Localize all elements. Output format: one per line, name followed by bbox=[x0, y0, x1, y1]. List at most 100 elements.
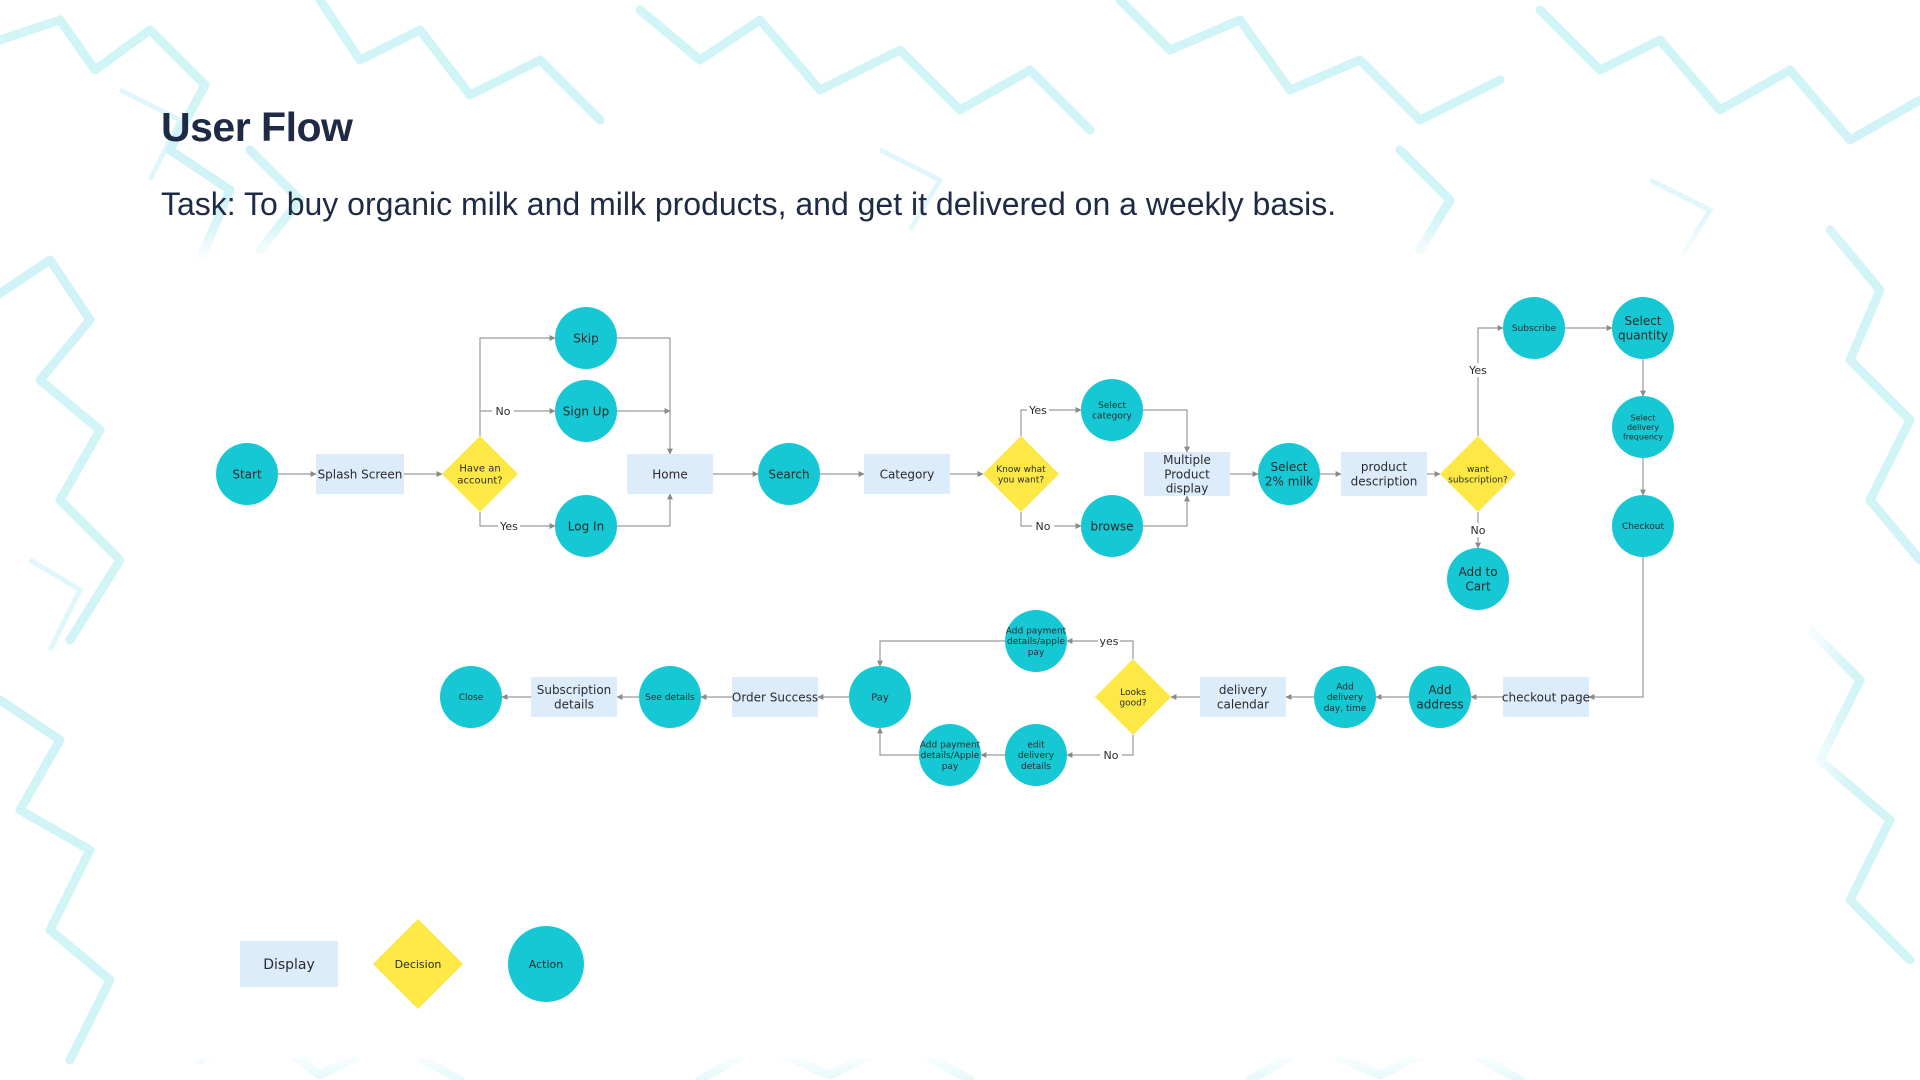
edge-have-account-to-skip bbox=[479, 335, 556, 436]
edge-looks-good-to-edit-delivery: No bbox=[1066, 735, 1134, 762]
node-label: Sign Up bbox=[563, 404, 609, 418]
node-subscribe: Subscribe bbox=[1503, 297, 1565, 359]
node-add-delivery-day: Add delivery day, time bbox=[1314, 666, 1376, 728]
node-label: edit delivery details bbox=[1018, 740, 1055, 772]
node-login: Log In bbox=[555, 495, 617, 557]
edge-want-subscription-to-subscribe: Yes bbox=[1467, 325, 1504, 436]
node-home: Home bbox=[627, 454, 713, 494]
node-label: Category bbox=[880, 467, 935, 481]
edge-skip-to-home bbox=[617, 337, 673, 455]
node-label: Skip bbox=[573, 331, 599, 345]
node-select-milk: Select 2% milk bbox=[1258, 443, 1320, 505]
node-signup: Sign Up bbox=[555, 380, 617, 442]
node-label: want subscription? bbox=[1448, 465, 1508, 486]
node-label: Subscribe bbox=[1512, 324, 1557, 334]
legend-action: Action bbox=[508, 926, 584, 1002]
node-subscription-details: Subscription details bbox=[531, 677, 617, 717]
edge-label: Yes bbox=[1028, 404, 1047, 417]
node-checkout-page: checkout page bbox=[1502, 677, 1590, 717]
node-close: Close bbox=[440, 666, 502, 728]
node-add-payment-bottom: Add payment details/Apple pay bbox=[919, 724, 981, 786]
diagram-panel bbox=[160, 258, 1810, 1058]
node-browse: browse bbox=[1081, 495, 1143, 557]
page-title: User Flow bbox=[161, 104, 353, 150]
node-label: Select 2% milk bbox=[1265, 460, 1313, 488]
edge-browse-to-multiple-product bbox=[1143, 495, 1190, 527]
node-label: Action bbox=[529, 958, 563, 971]
node-order-success: Order Success bbox=[732, 677, 818, 717]
node-label: Select delivery frequency bbox=[1623, 413, 1663, 441]
node-add-address: Add address bbox=[1409, 666, 1471, 728]
node-label: checkout page bbox=[1502, 690, 1590, 704]
node-know-what: Know what you want? bbox=[983, 436, 1059, 512]
node-label: Checkout bbox=[1622, 522, 1665, 532]
node-pay: Pay bbox=[849, 666, 911, 728]
node-select-quantity: Select quantity bbox=[1612, 297, 1674, 359]
edge-label: No bbox=[1036, 520, 1051, 533]
legend-decision: Decision bbox=[373, 919, 463, 1009]
edge-login-to-home bbox=[617, 493, 673, 527]
node-splash: Splash Screen bbox=[316, 454, 404, 494]
node-label: Display bbox=[263, 957, 315, 973]
edge-select-category-to-multiple-product bbox=[1143, 409, 1190, 453]
edge-label: Yes bbox=[499, 520, 518, 533]
edge-label: No bbox=[1471, 524, 1486, 537]
node-label: Order Success bbox=[732, 690, 818, 704]
node-label: See details bbox=[645, 693, 695, 703]
task-description: Task: To buy organic milk and milk produ… bbox=[161, 186, 1337, 222]
node-want-subscription: want subscription? bbox=[1440, 436, 1516, 512]
node-label: Multiple Product display bbox=[1163, 453, 1211, 496]
node-label: Home bbox=[652, 467, 687, 481]
node-looks-good: Looks good? bbox=[1095, 659, 1171, 735]
edge-know-what-to-select-category: Yes bbox=[1020, 403, 1082, 436]
edge-checkout-to-checkout-page bbox=[1588, 557, 1644, 700]
node-label: delivery calendar bbox=[1217, 683, 1269, 711]
node-multiple-product: Multiple Product display bbox=[1144, 452, 1230, 496]
node-delivery-calendar: delivery calendar bbox=[1200, 677, 1286, 717]
node-label: browse bbox=[1090, 519, 1133, 533]
edge-add-payment-bottom-to-pay bbox=[877, 727, 919, 756]
node-product-desc: product description bbox=[1341, 452, 1427, 496]
node-label: Select category bbox=[1092, 401, 1132, 422]
node-label: product description bbox=[1351, 460, 1418, 488]
edge-label: Yes bbox=[1468, 364, 1487, 377]
node-select-frequency: Select delivery frequency bbox=[1612, 396, 1674, 458]
node-skip: Skip bbox=[555, 307, 617, 369]
node-search: Search bbox=[758, 443, 820, 505]
node-label: Looks good? bbox=[1119, 688, 1146, 709]
node-label: Pay bbox=[871, 693, 889, 704]
edge-have-account-to-login: Yes bbox=[479, 512, 556, 533]
legend-display: Display bbox=[240, 941, 338, 987]
node-checkout: Checkout bbox=[1612, 495, 1674, 557]
edge-label: No bbox=[496, 405, 511, 418]
edge-label: No bbox=[1104, 749, 1119, 762]
node-edit-delivery: edit delivery details bbox=[1005, 724, 1067, 786]
node-label: Add payment details/apple pay bbox=[1006, 626, 1067, 658]
edge-want-subscription-to-add-to-cart: No bbox=[1467, 512, 1489, 549]
node-label: Search bbox=[768, 467, 809, 481]
node-label: Add to Cart bbox=[1458, 565, 1497, 593]
node-label: Select quantity bbox=[1618, 314, 1668, 342]
edge-add-payment-top-to-pay bbox=[877, 640, 1005, 667]
node-label: Splash Screen bbox=[318, 467, 403, 481]
edge-know-what-to-browse: No bbox=[1020, 512, 1082, 533]
node-label: Add delivery day, time bbox=[1324, 682, 1367, 714]
node-add-to-cart: Add to Cart bbox=[1447, 548, 1509, 610]
node-label: Add address bbox=[1416, 683, 1463, 711]
edge-label: yes bbox=[1099, 635, 1118, 648]
node-have-account: Have an account? bbox=[442, 436, 518, 512]
edge-looks-good-to-add-payment-top: yes bbox=[1066, 634, 1134, 659]
node-label: Decision bbox=[395, 958, 442, 971]
node-label: Add payment details/Apple pay bbox=[920, 740, 981, 772]
node-label: Log In bbox=[568, 519, 604, 533]
node-start: Start bbox=[216, 443, 278, 505]
edge-have-account-to-signup: No bbox=[480, 404, 556, 418]
node-add-payment-top: Add payment details/apple pay bbox=[1005, 610, 1067, 672]
node-select-category: Select category bbox=[1081, 379, 1143, 441]
node-label: Know what you want? bbox=[996, 465, 1046, 486]
node-label: Have an account? bbox=[457, 464, 502, 487]
node-category: Category bbox=[864, 454, 950, 494]
node-label: Subscription details bbox=[537, 683, 612, 711]
node-see-details: See details bbox=[639, 666, 701, 728]
